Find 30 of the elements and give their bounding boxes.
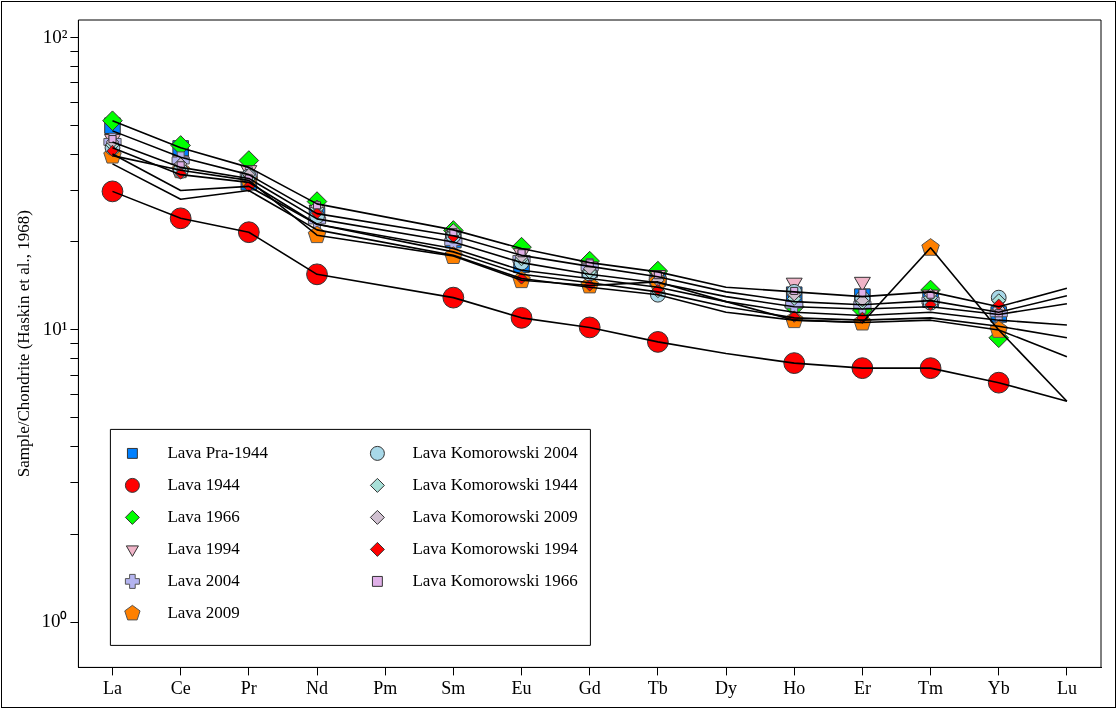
legend-label: Lava 1944 xyxy=(167,474,241,494)
legend-label: Lava 2009 xyxy=(167,602,240,622)
x-tick-label: Pm xyxy=(373,677,398,698)
y-tick-label: 10² xyxy=(42,25,68,47)
legend-label: Lava Komorowski 2004 xyxy=(412,442,579,462)
y-tick-label: 10⁰ xyxy=(41,610,68,632)
x-tick-label: Ho xyxy=(783,677,806,698)
x-tick-label: Tm xyxy=(918,677,944,698)
legend-label: Lava Komorowski 1994 xyxy=(412,538,579,558)
legend-label: Lava Pra-1944 xyxy=(167,442,269,462)
x-tick-label: Pr xyxy=(240,677,257,698)
legend-label: Lava 1994 xyxy=(167,538,241,558)
legend-label: Lava Komorowski 1966 xyxy=(412,570,578,590)
x-tick-label: Eu xyxy=(511,677,532,698)
x-tick-label: Sm xyxy=(441,677,466,698)
x-tick-label: Gd xyxy=(578,677,601,698)
x-tick-label: Nd xyxy=(306,677,329,698)
y-tick-label: 10¹ xyxy=(42,317,68,339)
legend-label: Lava 1966 xyxy=(167,506,240,526)
x-tick-label: Yb xyxy=(987,677,1010,698)
legend-label: Lava 2004 xyxy=(167,570,241,590)
legend-label: Lava Komorowski 1944 xyxy=(412,474,579,494)
x-tick-label: Er xyxy=(853,677,871,698)
x-tick-label: Ce xyxy=(170,677,191,698)
x-tick-label: Lu xyxy=(1056,677,1077,698)
x-tick-label: La xyxy=(102,677,122,698)
x-tick-label: Tb xyxy=(647,677,668,698)
legend-label: Lava Komorowski 2009 xyxy=(412,506,578,526)
x-tick-label: Dy xyxy=(715,677,738,698)
y-axis-title: Sample/Chondrite (Haskin et al., 1968) xyxy=(13,210,33,478)
